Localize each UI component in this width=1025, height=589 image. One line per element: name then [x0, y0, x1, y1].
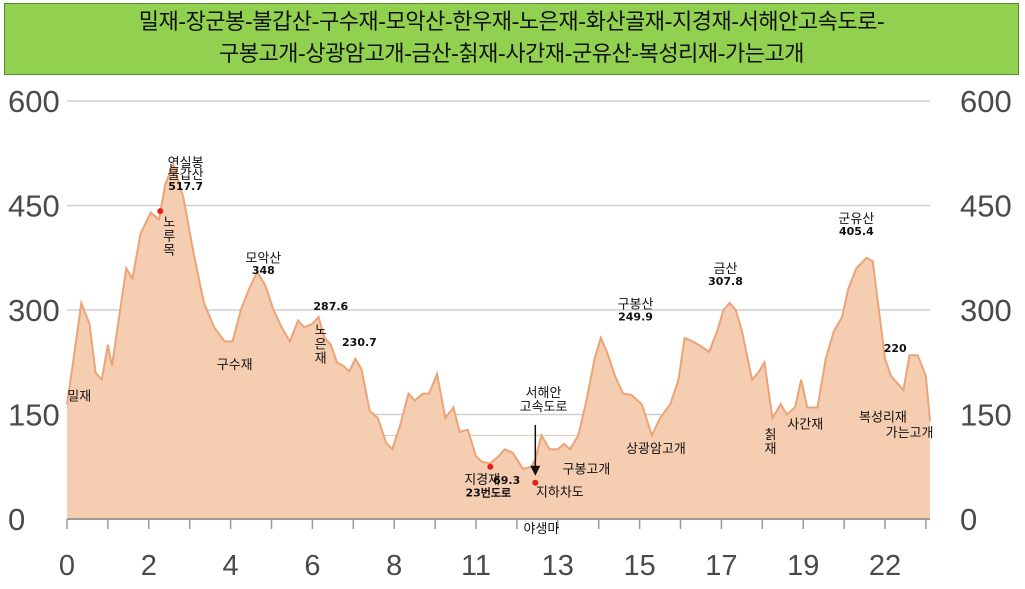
- annotation-label: 지경재: [464, 473, 500, 488]
- annotation-label: 상광암고개: [626, 442, 686, 457]
- y-tick-label-left: 600: [8, 84, 60, 119]
- y-tick-label-right: 300: [960, 293, 1012, 328]
- y-tick-label-right: 450: [960, 189, 1012, 224]
- annotations: 연실봉불갑산517.7노루목모악산348구수재287.6노은재230.7밀재지경…: [67, 156, 933, 537]
- x-tick-label: 4: [223, 550, 239, 582]
- x-tick-label: 11: [461, 550, 491, 582]
- title-line-1: 밀재-장군봉-불갑산-구수재-모악산-한우재-노은재-화산골재-지경재-서해안고…: [138, 10, 885, 35]
- x-tick-label: 6: [304, 550, 320, 582]
- x-tick-label: 22: [869, 550, 901, 582]
- annotation-label: 은: [315, 337, 327, 352]
- elevation-area: [66, 160, 931, 519]
- annotation-label: 군유산: [838, 212, 874, 227]
- annotation-label: 405.4: [839, 225, 874, 238]
- title-banner: 밀재-장군봉-불갑산-구수재-모악산-한우재-노은재-화산골재-지경재-서해안고…: [4, 3, 1019, 75]
- annotation-label: 노: [163, 215, 175, 230]
- x-tick-label: 2: [141, 550, 157, 582]
- annotation-label: 230.7: [342, 336, 377, 349]
- annotation-label: 23번도로: [465, 486, 511, 500]
- annotation-label: 220: [884, 342, 907, 355]
- annotation-label: 구수재: [217, 358, 253, 373]
- marker-dot: [532, 479, 539, 486]
- axes: 0 2 4 6 8 11 13 15 17 19 22 600 450 300 150 0 600 450 300 1…: [8, 84, 1012, 582]
- elevation-fill: [67, 163, 930, 519]
- title-line-2: 구봉고개-상광암고개-금산-칡재-사간재-군유산-복성리재-가는고개: [218, 42, 805, 67]
- annotation-label: 고속도로: [520, 400, 568, 415]
- annotation-label: 연실봉: [168, 156, 204, 171]
- y-tick-label-left: 300: [8, 293, 60, 328]
- annotation-label: 재: [765, 442, 777, 457]
- annotation-label: 249.9: [618, 310, 653, 323]
- annotation-label: 야생마: [524, 522, 560, 537]
- annotation-label: 모악산: [245, 252, 281, 267]
- annotation-label: 금산: [714, 262, 738, 277]
- annotation-label: 목: [163, 243, 175, 258]
- y-tick-label-left: 0: [8, 502, 25, 537]
- y-tick-label-right: 0: [960, 502, 977, 537]
- x-tick-label: 13: [542, 550, 574, 582]
- annotation-arrow-head: [530, 465, 541, 476]
- annotation-label: 노: [315, 323, 327, 338]
- annotation-label: 287.6: [313, 300, 348, 313]
- annotation-label: 칡: [765, 428, 777, 443]
- annotation-label: 복성리재: [859, 410, 907, 425]
- y-tick-label-left: 150: [8, 398, 60, 433]
- annotation-label: 348: [252, 264, 275, 277]
- annotation-label: 불갑산: [168, 168, 204, 183]
- annotation-label: 지하차도: [536, 486, 584, 501]
- annotation-label: 구봉고개: [563, 463, 611, 478]
- annotation-label: 517.7: [168, 180, 203, 193]
- annotation-label: 재: [315, 351, 327, 366]
- x-tick-label: 8: [386, 550, 402, 582]
- annotation-label: 사간재: [787, 417, 823, 432]
- marker-dot: [487, 463, 494, 470]
- annotation-label: 69.3: [493, 474, 520, 487]
- elevation-line: [66, 160, 931, 470]
- annotation-label: 가는고개: [886, 426, 934, 441]
- x-tick-label: 19: [787, 550, 819, 582]
- annotation-label: 밀재: [67, 390, 91, 405]
- annotation-label: 루: [163, 229, 175, 244]
- annotation-label: 307.8: [708, 275, 743, 288]
- x-tick-label: 0: [59, 550, 75, 582]
- y-tick-label-right: 600: [960, 84, 1012, 119]
- x-tick-label: 15: [623, 550, 655, 582]
- annotation-label: 구봉산: [618, 298, 654, 313]
- marker-dot: [157, 208, 164, 215]
- x-tick-label: 17: [705, 550, 737, 582]
- annotation-label: 서해안: [526, 386, 562, 401]
- y-tick-label-right: 150: [960, 398, 1012, 433]
- y-tick-label-left: 450: [8, 189, 60, 224]
